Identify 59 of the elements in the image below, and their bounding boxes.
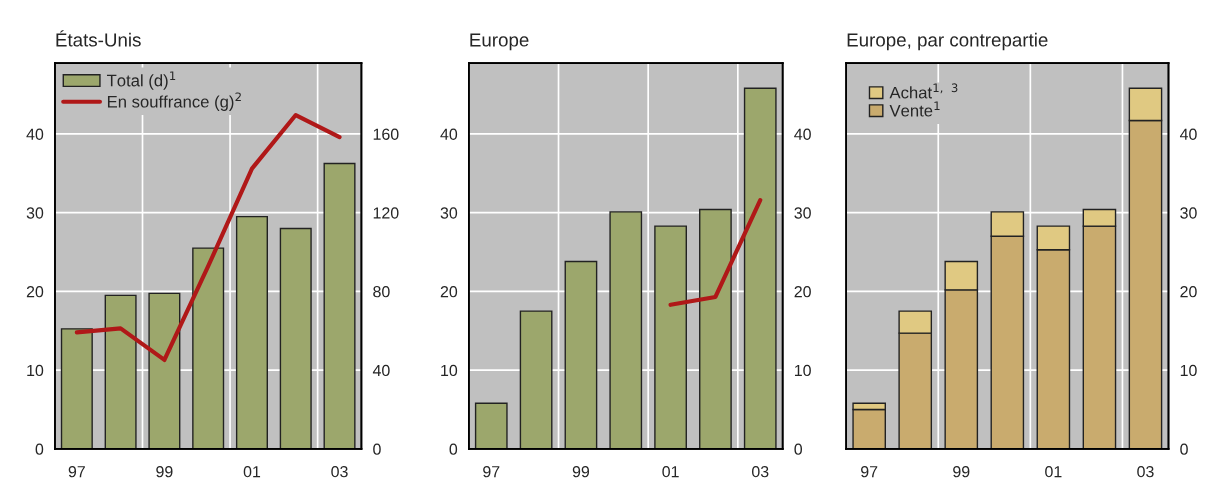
- y2-tick-label: 0: [794, 443, 803, 455]
- legend-label: Vente$^{1}$: [889, 101, 940, 117]
- legend-label: Total (d)$^{1}$: [106, 71, 176, 90]
- x-tick-label: 97: [861, 465, 878, 478]
- x-tick-label: 03: [331, 465, 348, 478]
- y2-tick-label: 80: [373, 286, 390, 298]
- y2-tick-label: 20: [1180, 286, 1197, 298]
- y-tick-label: 30: [26, 207, 44, 219]
- chart-title: Europe: [470, 33, 529, 51]
- x-tick-label: 97: [68, 465, 85, 478]
- y2-tick-label: 40: [372, 364, 390, 377]
- chart-title: États-Unis: [56, 30, 141, 47]
- bar: [564, 260, 598, 449]
- y2-tick-label: 0: [373, 443, 381, 455]
- y2-tick-label: 20: [794, 286, 811, 298]
- x-tick-label: 99: [572, 465, 590, 478]
- y-tick-label: 20: [26, 286, 44, 298]
- y-tick-label: 20: [440, 286, 458, 298]
- y2-tick-label: 10: [794, 364, 811, 377]
- bar: [743, 87, 777, 449]
- y2-tick-label: 10: [1180, 364, 1197, 377]
- legend-label: En souffrance (g)$^{2}$: [107, 92, 241, 111]
- y-tick-label: 40: [26, 128, 44, 140]
- x-tick-label: 99: [156, 465, 173, 478]
- bar: [699, 208, 732, 449]
- y2-tick-label: 40: [1179, 128, 1197, 140]
- y2-tick-label: 30: [1180, 207, 1197, 219]
- y-tick-label: 0: [449, 443, 458, 455]
- x-tick-label: 99: [953, 465, 970, 478]
- bar: [609, 211, 643, 449]
- x-tick-label: 03: [1137, 465, 1154, 478]
- x-tick-label: 01: [662, 465, 679, 478]
- y-tick-label: 10: [441, 364, 458, 377]
- x-tick-label: 97: [483, 465, 500, 478]
- y-tick-label: 30: [440, 207, 458, 219]
- bar: [235, 215, 268, 449]
- legend-label: Achat$^{1, 3}$: [889, 83, 958, 99]
- x-tick-label: 03: [751, 465, 769, 478]
- bar: [148, 292, 181, 449]
- bar: [279, 227, 312, 449]
- y2-tick-label: 0: [1180, 443, 1188, 455]
- y2-tick-label: 40: [794, 128, 811, 140]
- bar: [192, 247, 225, 449]
- y-tick-label: 10: [27, 364, 44, 377]
- bar: [519, 310, 553, 449]
- y2-tick-label: 30: [794, 207, 811, 219]
- x-tick-label: 01: [243, 465, 261, 478]
- y-tick-label: 40: [440, 128, 458, 140]
- line-series: [74, 112, 342, 363]
- bar: [104, 294, 137, 449]
- bar: [474, 402, 508, 449]
- y2-tick-label: 120: [373, 207, 399, 219]
- y2-tick-label: 160: [373, 128, 399, 140]
- bar: [323, 162, 356, 449]
- x-tick-label: 01: [1045, 465, 1062, 478]
- bar: [654, 225, 687, 449]
- bar: [60, 328, 93, 449]
- y-tick-label: 0: [35, 443, 44, 455]
- chart-title: Europe, par contrepartie: [847, 32, 1048, 51]
